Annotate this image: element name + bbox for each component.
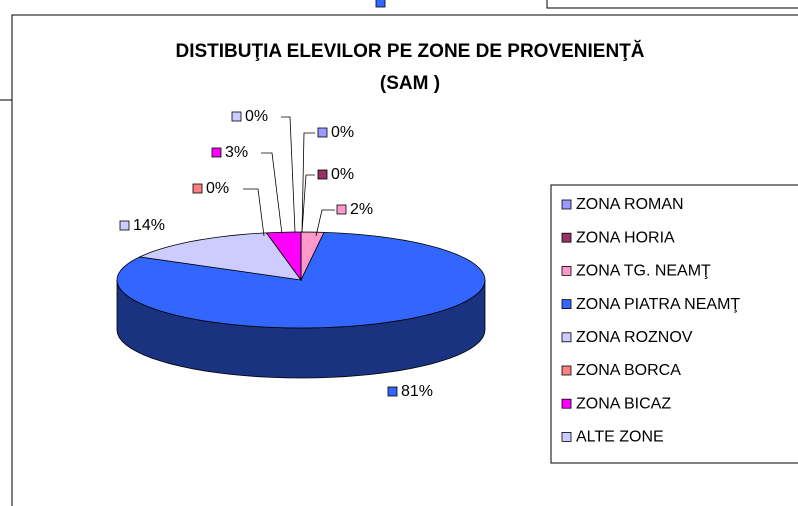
- data-label: 0%: [206, 180, 229, 197]
- fragment-swatch: [375, 0, 386, 8]
- label-swatch: [336, 204, 347, 215]
- legend-swatch: [561, 332, 572, 343]
- data-label: 14%: [133, 217, 165, 234]
- leader-line: [301, 174, 315, 233]
- leader-line: [301, 132, 315, 233]
- chart-title: DISTIBUŢIA ELEVILOR PE ZONE DE PROVENIEN…: [175, 40, 644, 62]
- label-swatch: [119, 220, 130, 231]
- legend-swatch: [561, 431, 572, 442]
- label-swatch: [211, 147, 222, 158]
- legend-label: ZONA BICAZ: [576, 395, 671, 412]
- leader-line: [315, 209, 335, 237]
- legend-swatch: [561, 299, 572, 310]
- legend-label: ZONA BORCA: [576, 362, 681, 379]
- data-label: 81%: [401, 383, 433, 400]
- legend-label: ZONA HORIA: [576, 229, 675, 246]
- legend-swatch: [561, 232, 572, 243]
- data-label: 2%: [350, 201, 373, 218]
- legend-swatch: [561, 365, 572, 376]
- label-swatch: [387, 386, 398, 397]
- data-label: 0%: [245, 108, 268, 125]
- data-label: 3%: [225, 144, 248, 161]
- legend-swatch: [561, 265, 572, 276]
- chart-frame: [11, 14, 798, 506]
- legend-swatch: [561, 199, 572, 210]
- chart-subtitle: (SAM ): [380, 73, 440, 94]
- data-label: 0%: [331, 124, 354, 141]
- label-swatch: [192, 183, 203, 194]
- legend-box: [550, 184, 798, 464]
- legend-label: ALTE ZONE: [576, 429, 664, 446]
- legend-label: ZONA ROMAN: [576, 196, 684, 213]
- fragment-frame: [546, 0, 798, 9]
- leader-line: [261, 152, 283, 235]
- legend-label: ZONA ROZNOV: [576, 329, 693, 346]
- leader-line: [281, 116, 296, 233]
- label-swatch: [231, 111, 242, 122]
- label-swatch: [317, 169, 328, 180]
- legend-swatch: [561, 398, 572, 409]
- label-swatch: [317, 127, 328, 138]
- legend-label: ZONA PIATRA NEAMŢ: [576, 296, 740, 313]
- legend-label: ZONA TG. NEAMŢ: [576, 263, 711, 280]
- leader-line: [243, 188, 265, 237]
- data-label: 0%: [331, 166, 354, 183]
- slice: [138, 232, 302, 281]
